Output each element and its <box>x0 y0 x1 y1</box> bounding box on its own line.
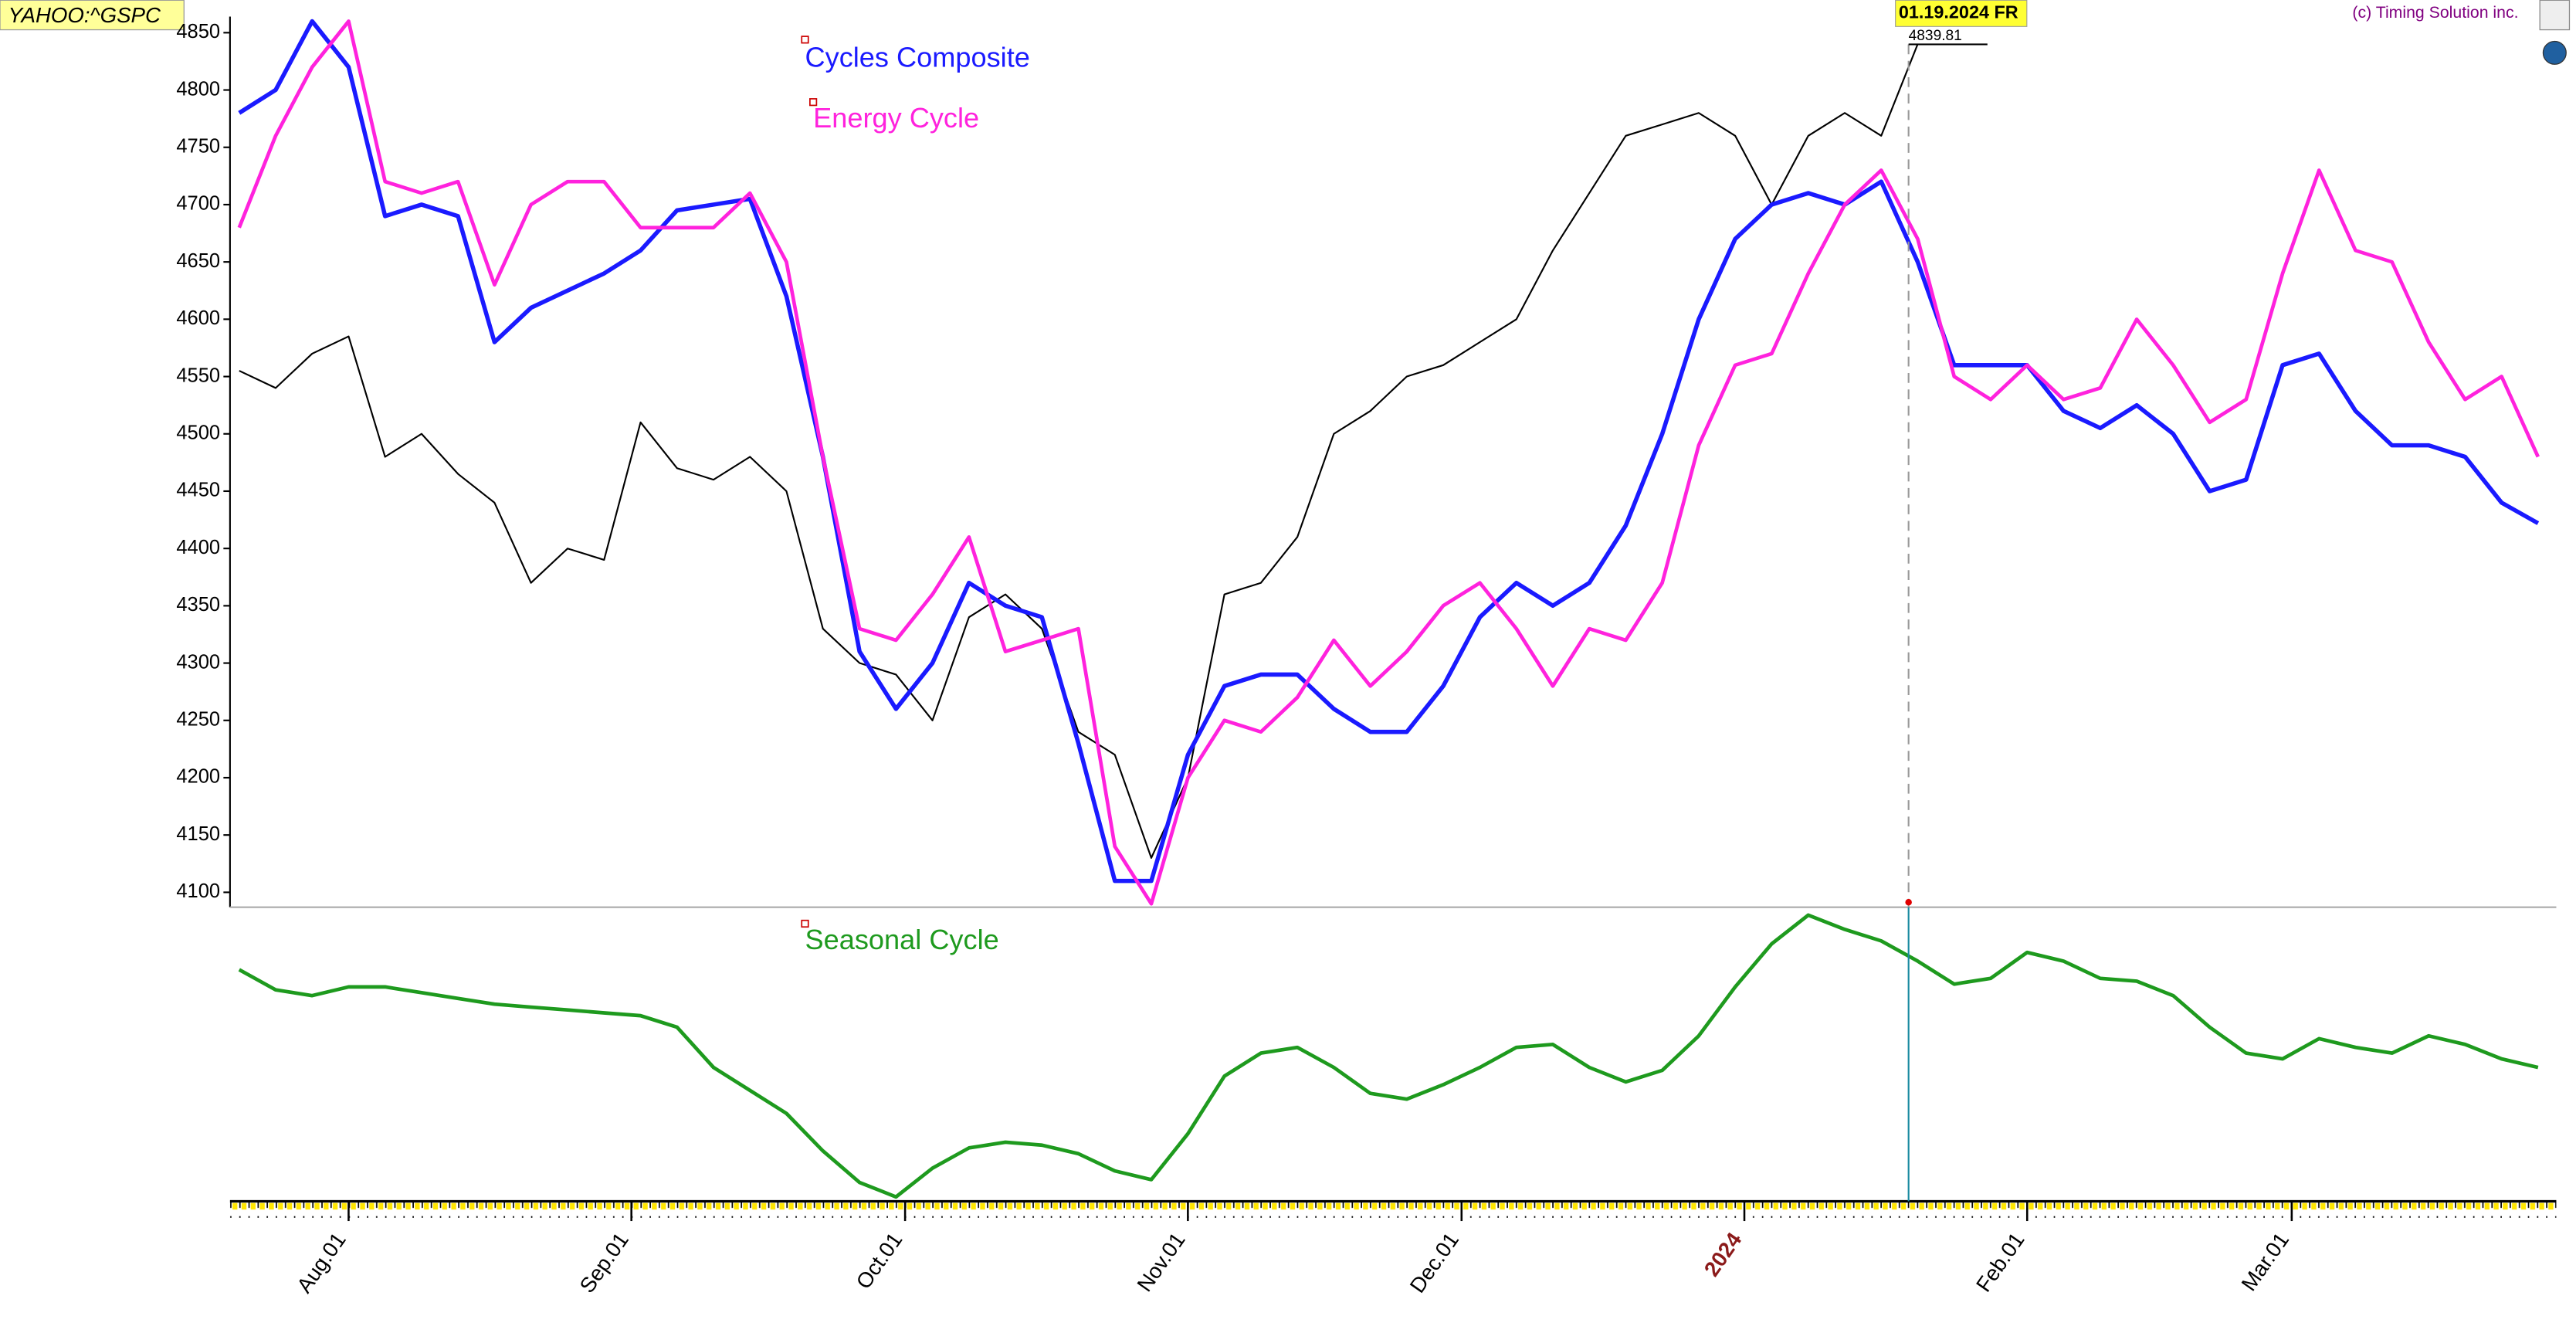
y-tick-label: 4550 <box>176 365 220 386</box>
series-line <box>238 913 2539 1199</box>
y-tick-label: 4150 <box>176 823 220 845</box>
symbol-box <box>0 0 185 31</box>
cursor-dot <box>1905 899 1912 906</box>
series-line <box>238 19 2540 884</box>
series-line <box>239 43 1919 859</box>
y-tick-label: 4600 <box>176 307 220 329</box>
cursor-date: 01.19.2024 FR <box>1899 2 2018 22</box>
scroll-button[interactable] <box>2539 0 2571 31</box>
legend-marker <box>801 36 809 44</box>
series-line <box>237 19 2540 906</box>
symbol-label: YAHOO:^GSPC <box>8 3 161 27</box>
y-tick-label: 4450 <box>176 480 220 501</box>
y-tick-label: 4100 <box>176 880 220 902</box>
legend-energy: Energy Cycle <box>813 102 979 134</box>
y-tick-label: 4300 <box>176 651 220 673</box>
y-tick-label: 4500 <box>176 422 220 444</box>
y-tick-label: 4700 <box>176 193 220 215</box>
y-tick-label: 4350 <box>176 594 220 616</box>
legend-marker <box>801 919 809 928</box>
cursor-label-box <box>1895 0 2028 27</box>
cursor-price: 4839.81 <box>1909 28 1962 44</box>
y-tick-label: 4400 <box>176 537 220 558</box>
legend-cycles: Cycles Composite <box>805 41 1029 73</box>
copyright: (c) Timing Solution inc. <box>2352 3 2518 22</box>
y-tick-label: 4650 <box>176 250 220 272</box>
legend-marker <box>809 98 818 107</box>
y-tick-label: 4850 <box>176 21 220 42</box>
globe-icon[interactable] <box>2542 40 2567 65</box>
minor-ticks <box>229 1201 2557 1218</box>
legend-seasonal: Seasonal Cycle <box>805 924 998 955</box>
y-tick-label: 4250 <box>176 709 220 731</box>
y-tick-label: 4800 <box>176 78 220 100</box>
y-tick-label: 4200 <box>176 766 220 788</box>
y-tick-label: 4750 <box>176 135 220 157</box>
